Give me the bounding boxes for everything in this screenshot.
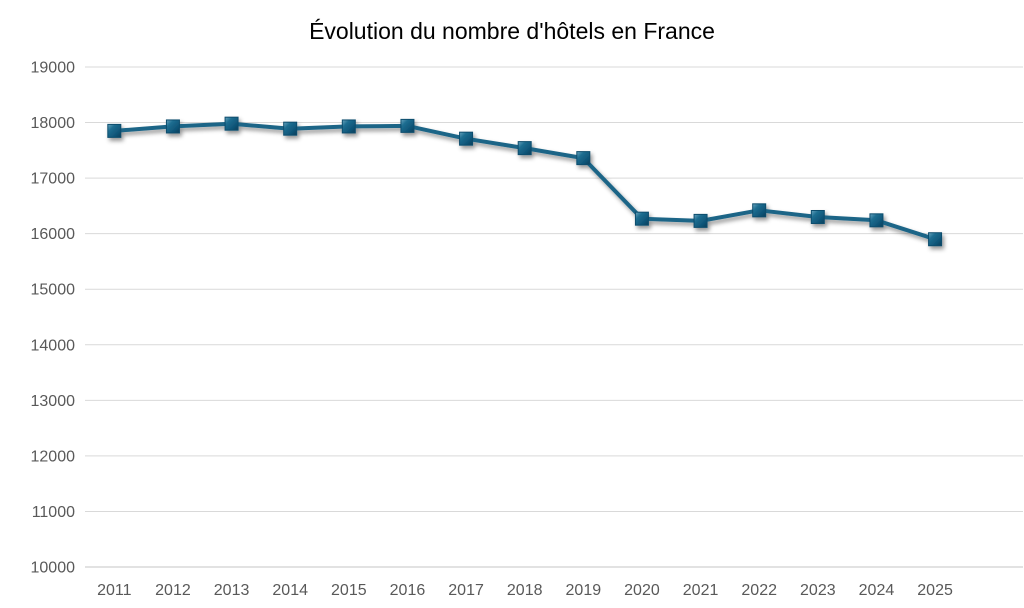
data-point-marker	[576, 151, 591, 166]
data-point-marker	[752, 203, 767, 218]
data-point-marker	[341, 119, 356, 134]
y-tick-label: 16000	[31, 226, 76, 243]
x-tick-label: 2013	[214, 582, 250, 599]
x-tick-label: 2021	[683, 582, 719, 599]
x-tick-label: 2022	[741, 582, 777, 599]
x-axis-labels-group: 2011 2012 2013 2014 2015 2016 2017 2018 2019 2020…	[97, 582, 953, 599]
y-tick-label: 14000	[31, 337, 76, 354]
data-point-marker	[283, 121, 298, 136]
y-tick-label: 11000	[32, 504, 75, 521]
x-tick-label: 2018	[507, 582, 543, 599]
data-point-marker	[810, 210, 825, 224]
gridlines-group	[85, 66, 1023, 568]
x-tick-label: 2014	[272, 582, 308, 599]
x-tick-label: 2017	[448, 582, 484, 599]
y-axis-labels-group: 10000 11000 12000 13000 14000 15000 16000 17000…	[31, 60, 76, 577]
x-tick-label: 2015	[331, 582, 367, 599]
data-point-marker	[693, 213, 708, 228]
y-tick-label: 19000	[31, 60, 76, 77]
x-tick-label: 2011	[97, 582, 132, 599]
y-tick-label: 10000	[31, 560, 76, 577]
y-tick-label: 17000	[31, 171, 76, 188]
x-tick-label: 2019	[566, 582, 602, 599]
data-series-group	[107, 116, 943, 247]
x-tick-label: 2025	[917, 582, 953, 599]
chart-title: Évolution du nombre d'hôtels en France	[309, 18, 715, 44]
x-tick-label: 2016	[390, 582, 426, 599]
data-point-marker	[107, 123, 122, 138]
y-tick-label: 12000	[31, 448, 76, 465]
data-point-marker	[634, 211, 649, 226]
y-tick-label: 18000	[31, 115, 76, 132]
x-tick-label: 2023	[800, 582, 836, 599]
data-point-marker	[165, 119, 180, 134]
data-point-marker	[928, 232, 943, 247]
x-tick-label: 2020	[624, 582, 660, 599]
x-tick-label: 2024	[859, 582, 895, 599]
data-point-marker	[517, 141, 532, 156]
data-point-marker	[869, 213, 884, 228]
x-tick-label: 2012	[155, 582, 191, 599]
data-point-marker	[400, 118, 415, 133]
y-tick-label: 15000	[31, 282, 76, 299]
y-tick-label: 13000	[31, 393, 76, 410]
data-point-marker	[459, 131, 474, 146]
data-point-marker	[224, 116, 239, 131]
